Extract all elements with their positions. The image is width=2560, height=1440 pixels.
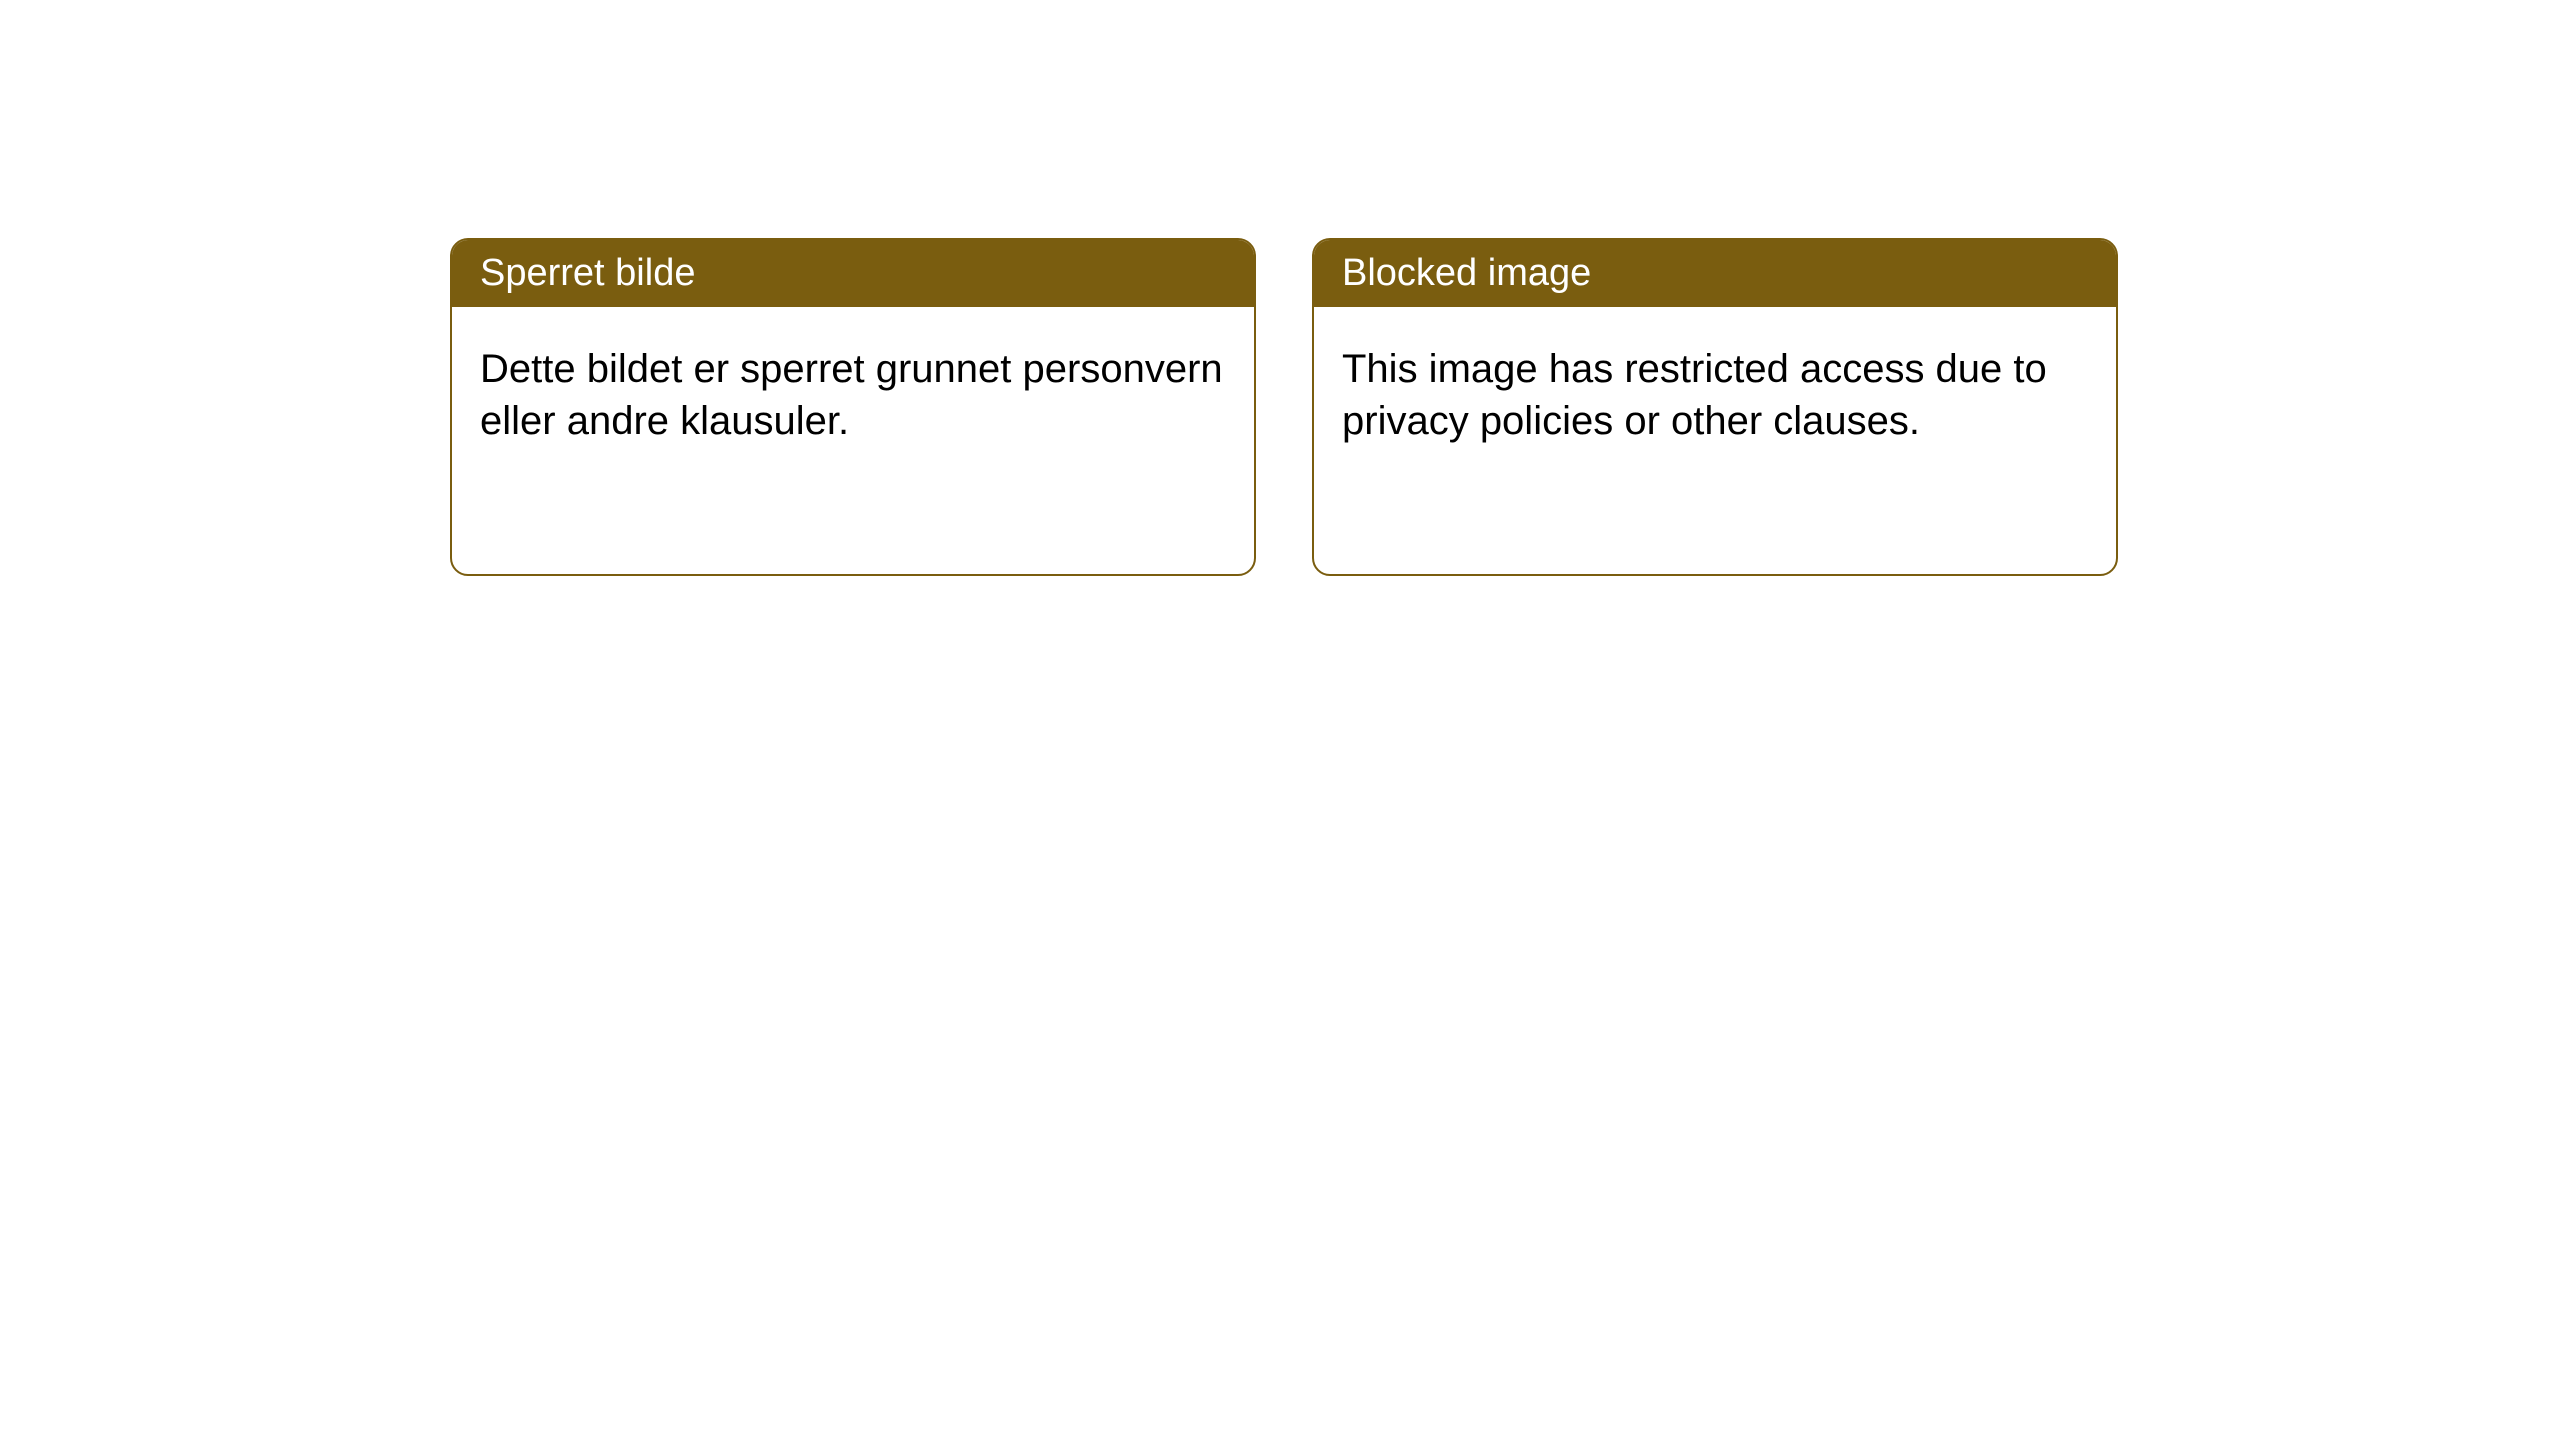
notice-card-norwegian: Sperret bilde Dette bildet er sperret gr… <box>450 238 1256 576</box>
notice-message: Dette bildet er sperret grunnet personve… <box>480 347 1223 443</box>
notice-container: Sperret bilde Dette bildet er sperret gr… <box>0 0 2560 576</box>
notice-body: This image has restricted access due to … <box>1314 307 2116 483</box>
notice-body: Dette bildet er sperret grunnet personve… <box>452 307 1254 483</box>
notice-header: Sperret bilde <box>452 240 1254 307</box>
notice-header: Blocked image <box>1314 240 2116 307</box>
notice-message: This image has restricted access due to … <box>1342 347 2047 443</box>
notice-title: Sperret bilde <box>480 252 695 294</box>
notice-title: Blocked image <box>1342 252 1591 294</box>
notice-card-english: Blocked image This image has restricted … <box>1312 238 2118 576</box>
